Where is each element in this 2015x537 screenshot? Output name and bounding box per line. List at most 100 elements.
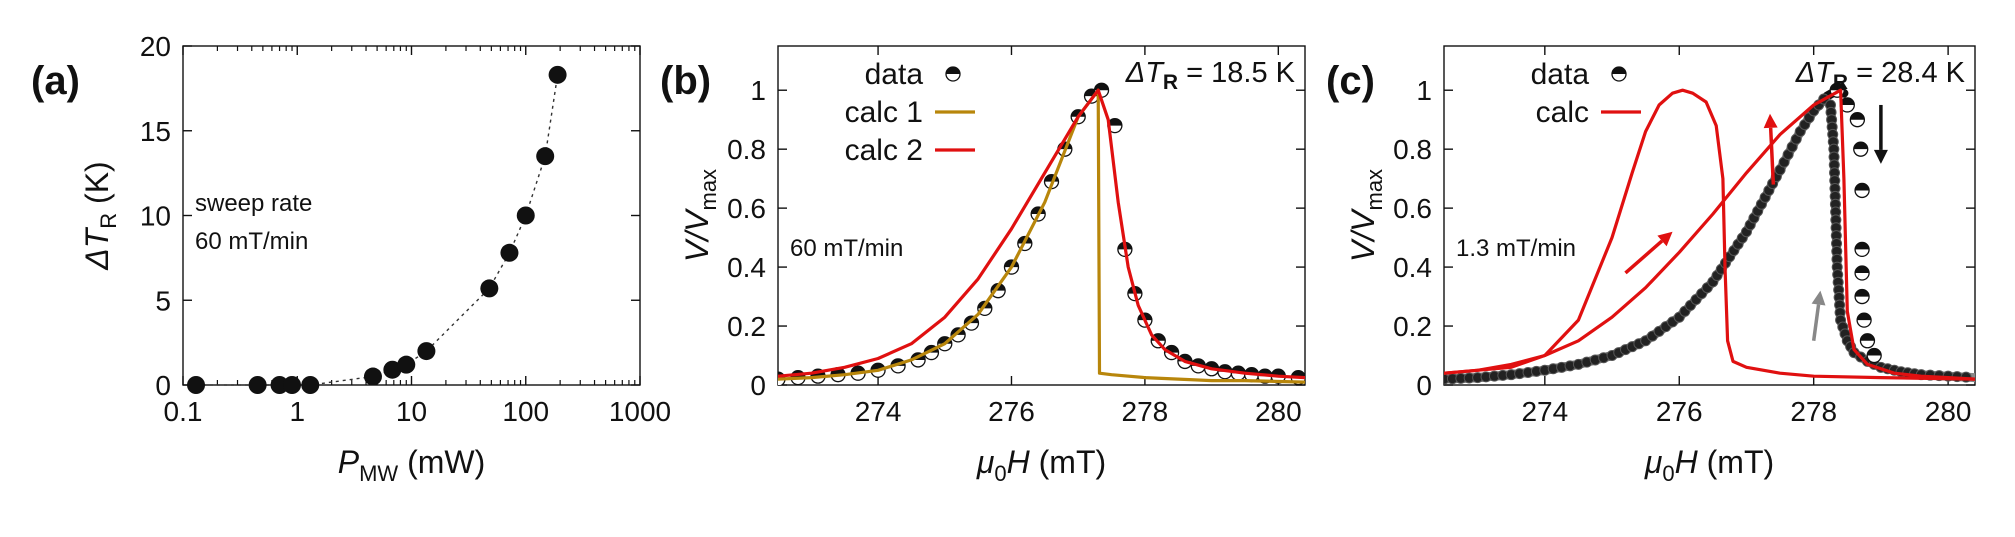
data-point — [1856, 312, 1872, 328]
series-line-calc-2 — [778, 88, 1305, 380]
legend-label: data — [1531, 58, 1590, 91]
data-point — [1853, 141, 1869, 157]
x-tick-label: 1000 — [609, 396, 671, 427]
arrow-shaft — [1811, 304, 1821, 342]
delta-t-subscript: R — [1833, 71, 1848, 94]
y-tick-label: 0.2 — [727, 311, 766, 342]
arrow-head — [1657, 231, 1673, 247]
delta-t-value: = 18.5 K — [1178, 57, 1296, 89]
x-axis-label: PMW (mW) — [338, 444, 486, 486]
x-tick-label: 276 — [1656, 396, 1703, 427]
legend-marker — [945, 66, 961, 82]
data-point — [283, 376, 302, 394]
x-label-symbol: μ — [976, 444, 995, 480]
y-label-symbol: T — [79, 226, 115, 248]
marker-half — [1850, 112, 1865, 120]
x-label-subscript: 0 — [994, 461, 1006, 486]
x-axis-label: μ0H (mT) — [976, 444, 1106, 486]
x-tick-label: 278 — [1122, 396, 1169, 427]
annotation: 60 mT/min — [790, 235, 903, 262]
y-label-slash: / — [679, 229, 715, 243]
marker-half — [946, 67, 960, 74]
y-tick-label: 10 — [140, 201, 171, 232]
y-label-unit: (K) — [79, 161, 115, 213]
delta-t-symbol: T — [1815, 57, 1835, 89]
arrow-head — [1873, 149, 1888, 164]
y-tick-label: 1 — [750, 75, 766, 106]
y-label-subscript: R — [96, 213, 121, 229]
marker-half — [1855, 289, 1870, 297]
data-point — [417, 342, 436, 361]
data-point — [1854, 288, 1870, 305]
data-point — [1866, 347, 1882, 364]
delta-t-value: = 28.4 K — [1848, 57, 1966, 89]
x-label-symbol-2: H — [1007, 444, 1031, 480]
y-label-symbol: V — [679, 238, 715, 262]
arrow-head — [1763, 113, 1778, 129]
data-point — [187, 376, 206, 394]
data-point — [500, 243, 519, 262]
data-point — [480, 279, 499, 298]
marker-half — [1094, 83, 1109, 91]
marker-half — [1612, 67, 1626, 74]
panel-label: (c) — [1326, 59, 1375, 103]
y-label-symbol-2: V — [679, 208, 715, 232]
marker-half — [1867, 348, 1882, 356]
curves — [778, 82, 1305, 385]
data-point — [270, 376, 289, 394]
x-tick-label: 1 — [289, 396, 305, 427]
y-axis-label: V/Vmax — [1345, 169, 1387, 262]
panel-label: (b) — [660, 59, 711, 103]
data-point — [1107, 117, 1123, 134]
y-tick-label: 0 — [750, 370, 766, 401]
y-tick-label: 0.8 — [727, 134, 766, 165]
y-tick-label: 0 — [1416, 370, 1432, 401]
x-tick-label: 274 — [855, 396, 902, 427]
panel-label: (a) — [31, 59, 80, 103]
annotation: 1.3 mT/min — [1456, 235, 1576, 262]
x-tick-label: 278 — [1790, 396, 1837, 427]
y-axis-label: V/Vmax — [679, 169, 721, 262]
y-tick-label: 20 — [140, 31, 171, 62]
panel-a: 0.1 1 10 100 1000 0 5 10 15 20 PMW (mW) ΔTR (K) (a) s… — [31, 31, 671, 486]
legend-label: calc 1 — [845, 96, 923, 129]
annotation-line: sweep rate — [195, 190, 312, 217]
delta-t-symbol: T — [1145, 57, 1165, 89]
data-point — [1859, 333, 1876, 349]
x-tick-label: 280 — [1925, 396, 1972, 427]
arrow-shaft — [1624, 239, 1664, 275]
marker-half — [1857, 313, 1872, 321]
delta-t-label: ΔTR = 28.4 K — [1795, 57, 1966, 94]
x-tick-label: 100 — [502, 396, 549, 427]
y-tick-label: 0.6 — [1393, 193, 1432, 224]
marker-half — [1860, 333, 1875, 341]
x-label-symbol: μ — [1644, 444, 1663, 480]
data-point — [1093, 82, 1110, 98]
legend-label: calc 2 — [845, 134, 923, 167]
delta-t-label: ΔTR = 18.5 K — [1125, 57, 1296, 94]
marker-half — [1840, 97, 1855, 105]
data-point — [248, 376, 267, 394]
x-tick-label: 280 — [1255, 396, 1302, 427]
data-point — [1854, 265, 1870, 281]
annotation-line: 60 mT/min — [195, 228, 308, 255]
delta-t-subscript: R — [1163, 71, 1178, 94]
y-label-delta: Δ — [79, 248, 115, 270]
y-tick-label: 5 — [155, 285, 171, 316]
x-label-symbol: P — [338, 444, 360, 480]
data-point — [516, 206, 535, 225]
data-point — [397, 355, 416, 374]
data-point — [548, 65, 567, 84]
curves — [1444, 82, 1975, 385]
arrow-shaft — [1768, 127, 1776, 185]
plot-frame — [777, 45, 1306, 386]
y-tick-label: 0.4 — [1393, 252, 1432, 283]
data-point — [1849, 112, 1866, 128]
x-label-unit: (mT) — [1698, 444, 1774, 480]
x-tick-label: 276 — [988, 396, 1035, 427]
series-line-calc-1 — [778, 88, 1305, 384]
x-tick-label: 274 — [1521, 396, 1568, 427]
data-point — [1839, 97, 1855, 113]
legend-marker — [1611, 66, 1627, 82]
